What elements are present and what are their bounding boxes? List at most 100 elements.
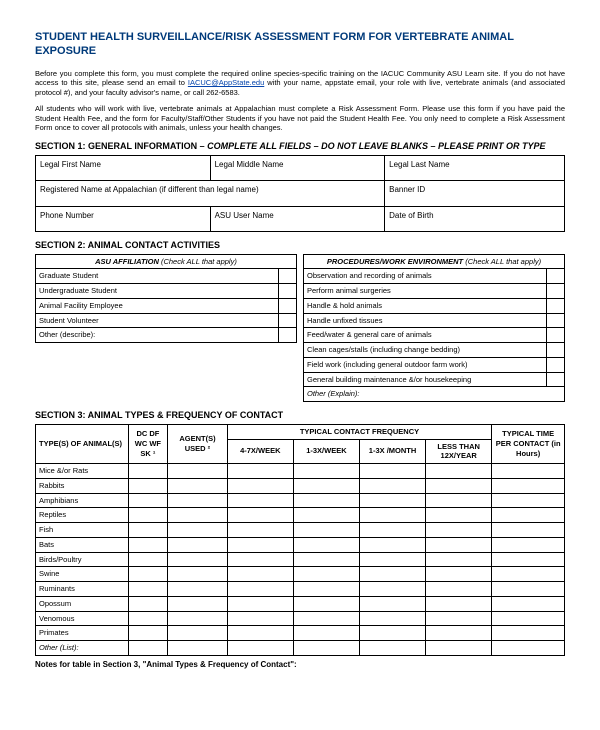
s3-row-10-cell-5[interactable] xyxy=(426,611,492,626)
s3-row-10-cell-3[interactable] xyxy=(293,611,359,626)
field-middle-name[interactable]: Legal Middle Name xyxy=(210,155,385,180)
s3-row-3-cell-6[interactable] xyxy=(492,508,565,523)
s3-row-0-cell-2[interactable] xyxy=(227,464,293,479)
s3-row-7-cell-4[interactable] xyxy=(359,567,425,582)
s2-left-0-chk[interactable] xyxy=(279,269,297,284)
s2-left-1-chk[interactable] xyxy=(279,284,297,299)
field-registered-name[interactable]: Registered Name at Appalachian (if diffe… xyxy=(36,181,385,206)
s3-row-3-cell-3[interactable] xyxy=(293,508,359,523)
s3-row-11-cell-0[interactable] xyxy=(128,626,168,641)
s3-row-10-cell-0[interactable] xyxy=(128,611,168,626)
s3-row-5-cell-6[interactable] xyxy=(492,537,565,552)
s3-row-9-cell-3[interactable] xyxy=(293,596,359,611)
s3-row-7-cell-3[interactable] xyxy=(293,567,359,582)
s3-row-5-cell-3[interactable] xyxy=(293,537,359,552)
s3-row-7-cell-5[interactable] xyxy=(426,567,492,582)
s3-row-12-cell-4[interactable] xyxy=(359,641,425,656)
s3-row-12-cell-6[interactable] xyxy=(492,641,565,656)
s3-row-1-cell-2[interactable] xyxy=(227,478,293,493)
s3-row-4-cell-4[interactable] xyxy=(359,523,425,538)
s2-right-8[interactable]: Other (Explain): xyxy=(304,387,565,402)
s3-row-2-cell-1[interactable] xyxy=(168,493,228,508)
s3-row-5-cell-4[interactable] xyxy=(359,537,425,552)
s3-row-0-cell-4[interactable] xyxy=(359,464,425,479)
s3-row-11-cell-6[interactable] xyxy=(492,626,565,641)
s3-row-8-cell-6[interactable] xyxy=(492,582,565,597)
s3-row-8-cell-2[interactable] xyxy=(227,582,293,597)
s3-row-4-cell-3[interactable] xyxy=(293,523,359,538)
s3-row-12-cell-2[interactable] xyxy=(227,641,293,656)
s3-row-5-cell-0[interactable] xyxy=(128,537,168,552)
s2-right-5-chk[interactable] xyxy=(547,343,565,358)
s3-row-0-cell-1[interactable] xyxy=(168,464,228,479)
s3-row-9-cell-1[interactable] xyxy=(168,596,228,611)
s3-row-11-cell-1[interactable] xyxy=(168,626,228,641)
s3-row-11-cell-5[interactable] xyxy=(426,626,492,641)
s3-row-12-cell-0[interactable] xyxy=(128,641,168,656)
s2-left-3-chk[interactable] xyxy=(279,313,297,328)
s3-row-3-cell-2[interactable] xyxy=(227,508,293,523)
s3-row-8-cell-4[interactable] xyxy=(359,582,425,597)
s2-left-4-chk[interactable] xyxy=(279,328,297,343)
s3-row-2-cell-4[interactable] xyxy=(359,493,425,508)
s3-row-6-cell-1[interactable] xyxy=(168,552,228,567)
s3-row-2-cell-3[interactable] xyxy=(293,493,359,508)
s3-row-9-cell-2[interactable] xyxy=(227,596,293,611)
s3-row-2-cell-2[interactable] xyxy=(227,493,293,508)
s2-left-2-chk[interactable] xyxy=(279,298,297,313)
s3-row-4-cell-1[interactable] xyxy=(168,523,228,538)
s3-row-8-cell-0[interactable] xyxy=(128,582,168,597)
iacuc-email-link[interactable]: IACUC@AppState.edu xyxy=(188,78,264,87)
s2-left-4[interactable]: Other (describe): xyxy=(36,328,279,343)
s3-row-6-cell-2[interactable] xyxy=(227,552,293,567)
s3-row-7-cell-2[interactable] xyxy=(227,567,293,582)
s3-row-8-cell-3[interactable] xyxy=(293,582,359,597)
s3-row-3-cell-1[interactable] xyxy=(168,508,228,523)
s3-row-12-cell-5[interactable] xyxy=(426,641,492,656)
s3-row-10-cell-2[interactable] xyxy=(227,611,293,626)
s2-right-6-chk[interactable] xyxy=(547,357,565,372)
s3-row-11-cell-2[interactable] xyxy=(227,626,293,641)
s3-row-5-cell-2[interactable] xyxy=(227,537,293,552)
s3-row-11-cell-3[interactable] xyxy=(293,626,359,641)
s3-row-4-cell-5[interactable] xyxy=(426,523,492,538)
s3-row-2-cell-5[interactable] xyxy=(426,493,492,508)
s2-right-0-chk[interactable] xyxy=(547,269,565,284)
s3-row-6-cell-3[interactable] xyxy=(293,552,359,567)
s3-row-3-cell-0[interactable] xyxy=(128,508,168,523)
s3-row-3-cell-4[interactable] xyxy=(359,508,425,523)
s3-row-6-cell-4[interactable] xyxy=(359,552,425,567)
s3-row-1-cell-4[interactable] xyxy=(359,478,425,493)
s3-row-2-cell-6[interactable] xyxy=(492,493,565,508)
s3-row-3-cell-5[interactable] xyxy=(426,508,492,523)
s3-row-0-cell-6[interactable] xyxy=(492,464,565,479)
s3-row-9-cell-0[interactable] xyxy=(128,596,168,611)
s3-row-10-cell-6[interactable] xyxy=(492,611,565,626)
s3-row-7-cell-1[interactable] xyxy=(168,567,228,582)
s3-row-9-cell-4[interactable] xyxy=(359,596,425,611)
s3-row-4-cell-2[interactable] xyxy=(227,523,293,538)
s3-row-1-cell-6[interactable] xyxy=(492,478,565,493)
s3-row-9-cell-5[interactable] xyxy=(426,596,492,611)
field-last-name[interactable]: Legal Last Name xyxy=(385,155,565,180)
s3-row-10-cell-4[interactable] xyxy=(359,611,425,626)
s3-row-12-cell-3[interactable] xyxy=(293,641,359,656)
s3-row-1-cell-3[interactable] xyxy=(293,478,359,493)
s3-row-0-cell-0[interactable] xyxy=(128,464,168,479)
field-first-name[interactable]: Legal First Name xyxy=(36,155,211,180)
s3-row-5-cell-5[interactable] xyxy=(426,537,492,552)
field-dob[interactable]: Date of Birth xyxy=(385,206,565,231)
s3-row-0-cell-3[interactable] xyxy=(293,464,359,479)
s2-right-1-chk[interactable] xyxy=(547,284,565,299)
s3-row-7-cell-0[interactable] xyxy=(128,567,168,582)
s3-row-1-cell-1[interactable] xyxy=(168,478,228,493)
s3-row-6-cell-0[interactable] xyxy=(128,552,168,567)
field-phone[interactable]: Phone Number xyxy=(36,206,211,231)
s2-right-2-chk[interactable] xyxy=(547,298,565,313)
field-banner-id[interactable]: Banner ID xyxy=(385,181,565,206)
s3-row-4-cell-0[interactable] xyxy=(128,523,168,538)
s3-row-4-cell-6[interactable] xyxy=(492,523,565,538)
s3-row-7-cell-6[interactable] xyxy=(492,567,565,582)
s3-row-10-cell-1[interactable] xyxy=(168,611,228,626)
s3-row-8-cell-5[interactable] xyxy=(426,582,492,597)
